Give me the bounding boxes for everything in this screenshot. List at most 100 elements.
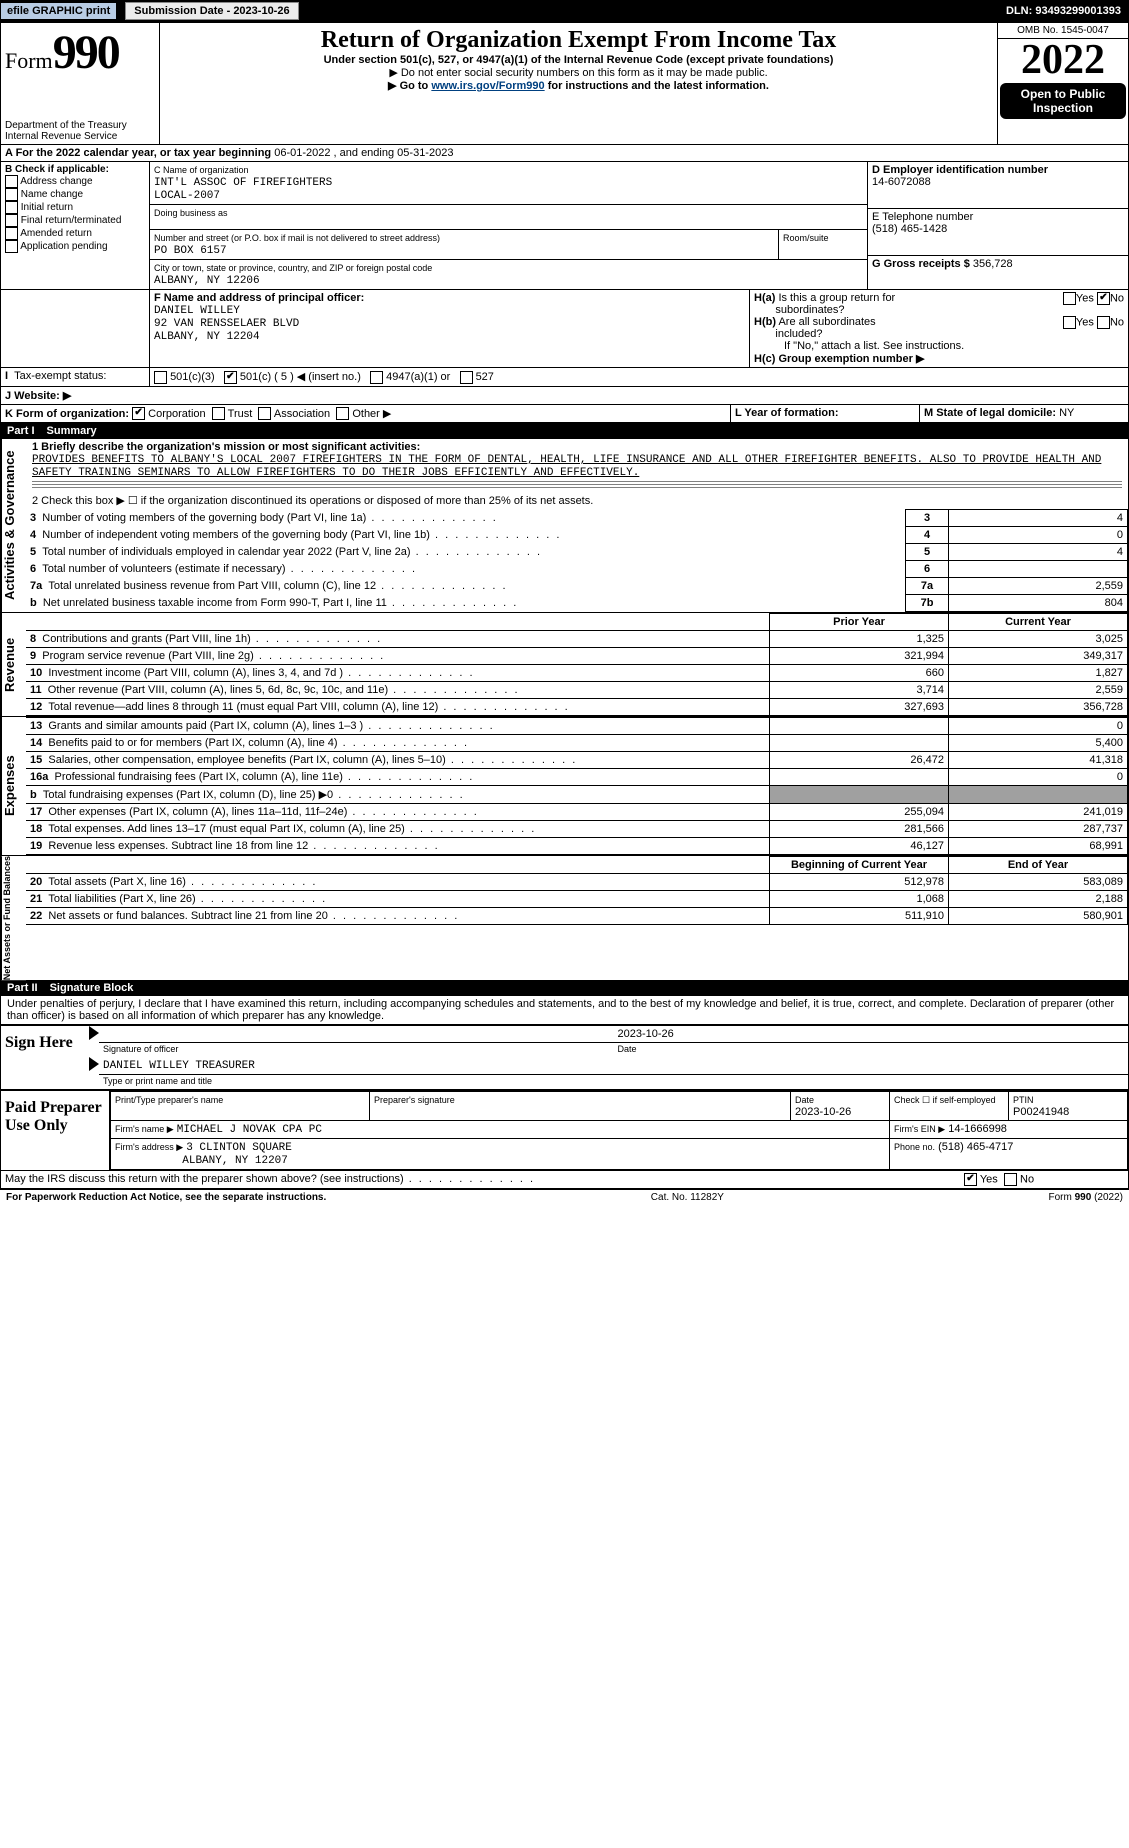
- col-end: End of Year: [949, 857, 1128, 874]
- firm-phone: (518) 465-4717: [938, 1141, 1013, 1153]
- cb-final-return[interactable]: [5, 214, 18, 227]
- org-address: PO BOX 6157: [154, 245, 227, 257]
- cb-assoc[interactable]: [258, 407, 271, 420]
- entity-block: B Check if applicable: Address change Na…: [1, 162, 1128, 290]
- p1-l2: 2 Check this box ▶ ☐ if the organization…: [26, 492, 1128, 509]
- header-middle: Return of Organization Exempt From Incom…: [160, 23, 997, 144]
- submission-date-button[interactable]: Submission Date - 2023-10-26: [125, 2, 298, 20]
- footer-form-num: 990: [1075, 1192, 1092, 1203]
- prep-sig-label: Preparer's signature: [374, 1095, 455, 1105]
- tax-year: 2022: [998, 39, 1128, 81]
- cb-discuss-no[interactable]: [1004, 1173, 1017, 1186]
- firm-ein: 14-1666998: [948, 1123, 1007, 1135]
- table-row: 9 Program service revenue (Part VIII, li…: [26, 648, 1128, 665]
- preparer-table: Print/Type preparer's name Preparer's si…: [110, 1091, 1128, 1170]
- box-deg: D Employer identification number 14-6072…: [868, 162, 1128, 289]
- officer-addr1: 92 VAN RENSSELAER BLVD: [154, 318, 299, 330]
- addr-label: Number and street (or P.O. box if mail i…: [154, 233, 440, 243]
- col-prior: Prior Year: [770, 614, 949, 631]
- org-name-l1: INT'L ASSOC OF FIREFIGHTERS: [154, 177, 332, 189]
- firm-name-label: Firm's name ▶: [115, 1124, 174, 1134]
- table-row: 14 Benefits paid to or for members (Part…: [26, 735, 1128, 752]
- hb-note: If "No," attach a list. See instructions…: [754, 340, 1124, 352]
- cb-trust[interactable]: [212, 407, 225, 420]
- lbl-trust: Trust: [228, 408, 253, 420]
- cb-527[interactable]: [460, 371, 473, 384]
- date-field[interactable]: 2023-10-26 Date: [614, 1026, 1129, 1043]
- table-row: 18 Total expenses. Add lines 13–17 (must…: [26, 821, 1128, 838]
- box-c-label: C Name of organization: [154, 165, 249, 175]
- part1-body: Activities & Governance 1 Briefly descri…: [1, 439, 1128, 612]
- ein-value: 14-6072088: [872, 176, 931, 188]
- box-b-spacer: [1, 290, 150, 367]
- cb-hb-no[interactable]: [1097, 316, 1110, 329]
- efile-badge: efile GRAPHIC print: [0, 2, 117, 20]
- table-row: 4 Number of independent voting members o…: [26, 527, 1128, 544]
- table-row: 19 Revenue less expenses. Subtract line …: [26, 838, 1128, 855]
- box-f-label: F Name and address of principal officer:: [154, 292, 364, 304]
- footer-row: For Paperwork Reduction Act Notice, see …: [0, 1190, 1129, 1205]
- open-pub-l2: Inspection: [1002, 101, 1124, 115]
- date-label: Date: [618, 1044, 637, 1054]
- footer-cat: Cat. No. 11282Y: [651, 1192, 724, 1203]
- paid-preparer-section: Paid Preparer Use Only Print/Type prepar…: [1, 1089, 1128, 1170]
- box-i-options: 501(c)(3) 501(c) ( 5 ) ◀ (insert no.) 49…: [150, 368, 1128, 386]
- cb-4947[interactable]: [370, 371, 383, 384]
- cb-amended-return[interactable]: [5, 227, 18, 240]
- cb-other[interactable]: [336, 407, 349, 420]
- gross-receipts: 356,728: [973, 258, 1013, 270]
- firm-phone-label: Phone no.: [894, 1142, 935, 1152]
- vert-revenue: Revenue: [1, 613, 26, 716]
- open-pub-l1: Open to Public: [1002, 87, 1124, 101]
- table-row: 6 Total number of volunteers (estimate i…: [26, 561, 1128, 578]
- cb-label-pending: Application pending: [20, 241, 107, 252]
- table-row: 16a Professional fundraising fees (Part …: [26, 769, 1128, 786]
- table-row: 10 Investment income (Part VIII, column …: [26, 665, 1128, 682]
- table-row: b Net unrelated business taxable income …: [26, 595, 1128, 612]
- sign-here-label: Sign Here: [1, 1026, 89, 1089]
- irs-link[interactable]: www.irs.gov/Form990: [431, 80, 544, 92]
- firm-ein-label: Firm's EIN ▶: [894, 1124, 945, 1134]
- dba-label: Doing business as: [154, 208, 228, 218]
- box-d-label: D Employer identification number: [872, 164, 1048, 176]
- cb-discuss-yes[interactable]: [964, 1173, 977, 1186]
- box-b-label: B Check if applicable:: [5, 164, 109, 175]
- cb-name-change[interactable]: [5, 188, 18, 201]
- ha-no: No: [1110, 292, 1124, 304]
- period-mid: , and ending: [334, 147, 398, 159]
- lbl-corp: Corporation: [148, 408, 205, 420]
- table-row: 20 Total assets (Part X, line 16)512,978…: [26, 874, 1128, 891]
- lbl-501c-post: ) ◀ (insert no.): [287, 371, 361, 383]
- table-row: 22 Net assets or fund balances. Subtract…: [26, 908, 1128, 925]
- cb-ha-yes[interactable]: [1063, 292, 1076, 305]
- type-name-label: Type or print name and title: [103, 1076, 212, 1086]
- part2-title: Signature Block: [50, 982, 134, 994]
- cb-corp[interactable]: [132, 407, 145, 420]
- box-h: H(a) Is this a group return for subordin…: [750, 290, 1128, 367]
- cb-ha-no[interactable]: [1097, 292, 1110, 305]
- dept-label: Department of the Treasury: [5, 120, 155, 131]
- fh-block: F Name and address of principal officer:…: [1, 290, 1128, 368]
- box-e-label: E Telephone number: [872, 211, 973, 223]
- signature-field[interactable]: Signature of officer: [99, 1026, 614, 1043]
- cb-501c3[interactable]: [154, 371, 167, 384]
- cb-501c[interactable]: [224, 371, 237, 384]
- officer-name-value: DANIEL WILLEY TREASURER: [103, 1060, 255, 1072]
- check-if-label: Check ☐ if self-employed: [894, 1095, 996, 1105]
- cb-application-pending[interactable]: [5, 240, 18, 253]
- vert-activities: Activities & Governance: [1, 439, 26, 612]
- discuss-yes: Yes: [980, 1174, 998, 1186]
- col-current: Current Year: [949, 614, 1128, 631]
- firm-name: MICHAEL J NOVAK CPA PC: [177, 1124, 322, 1136]
- cb-address-change[interactable]: [5, 175, 18, 188]
- part2-header: Part II Signature Block: [1, 980, 1128, 996]
- lbl-other: Other ▶: [352, 408, 391, 420]
- form-number: 990: [53, 26, 119, 79]
- firm-addr-label: Firm's address ▶: [115, 1142, 183, 1152]
- table-row: 13 Grants and similar amounts paid (Part…: [26, 718, 1128, 735]
- cb-label-address: Address change: [20, 176, 92, 187]
- col-begin: Beginning of Current Year: [770, 857, 949, 874]
- cb-hb-yes[interactable]: [1063, 316, 1076, 329]
- box-j-row: J Website: ▶: [1, 387, 1128, 405]
- cb-initial-return[interactable]: [5, 201, 18, 214]
